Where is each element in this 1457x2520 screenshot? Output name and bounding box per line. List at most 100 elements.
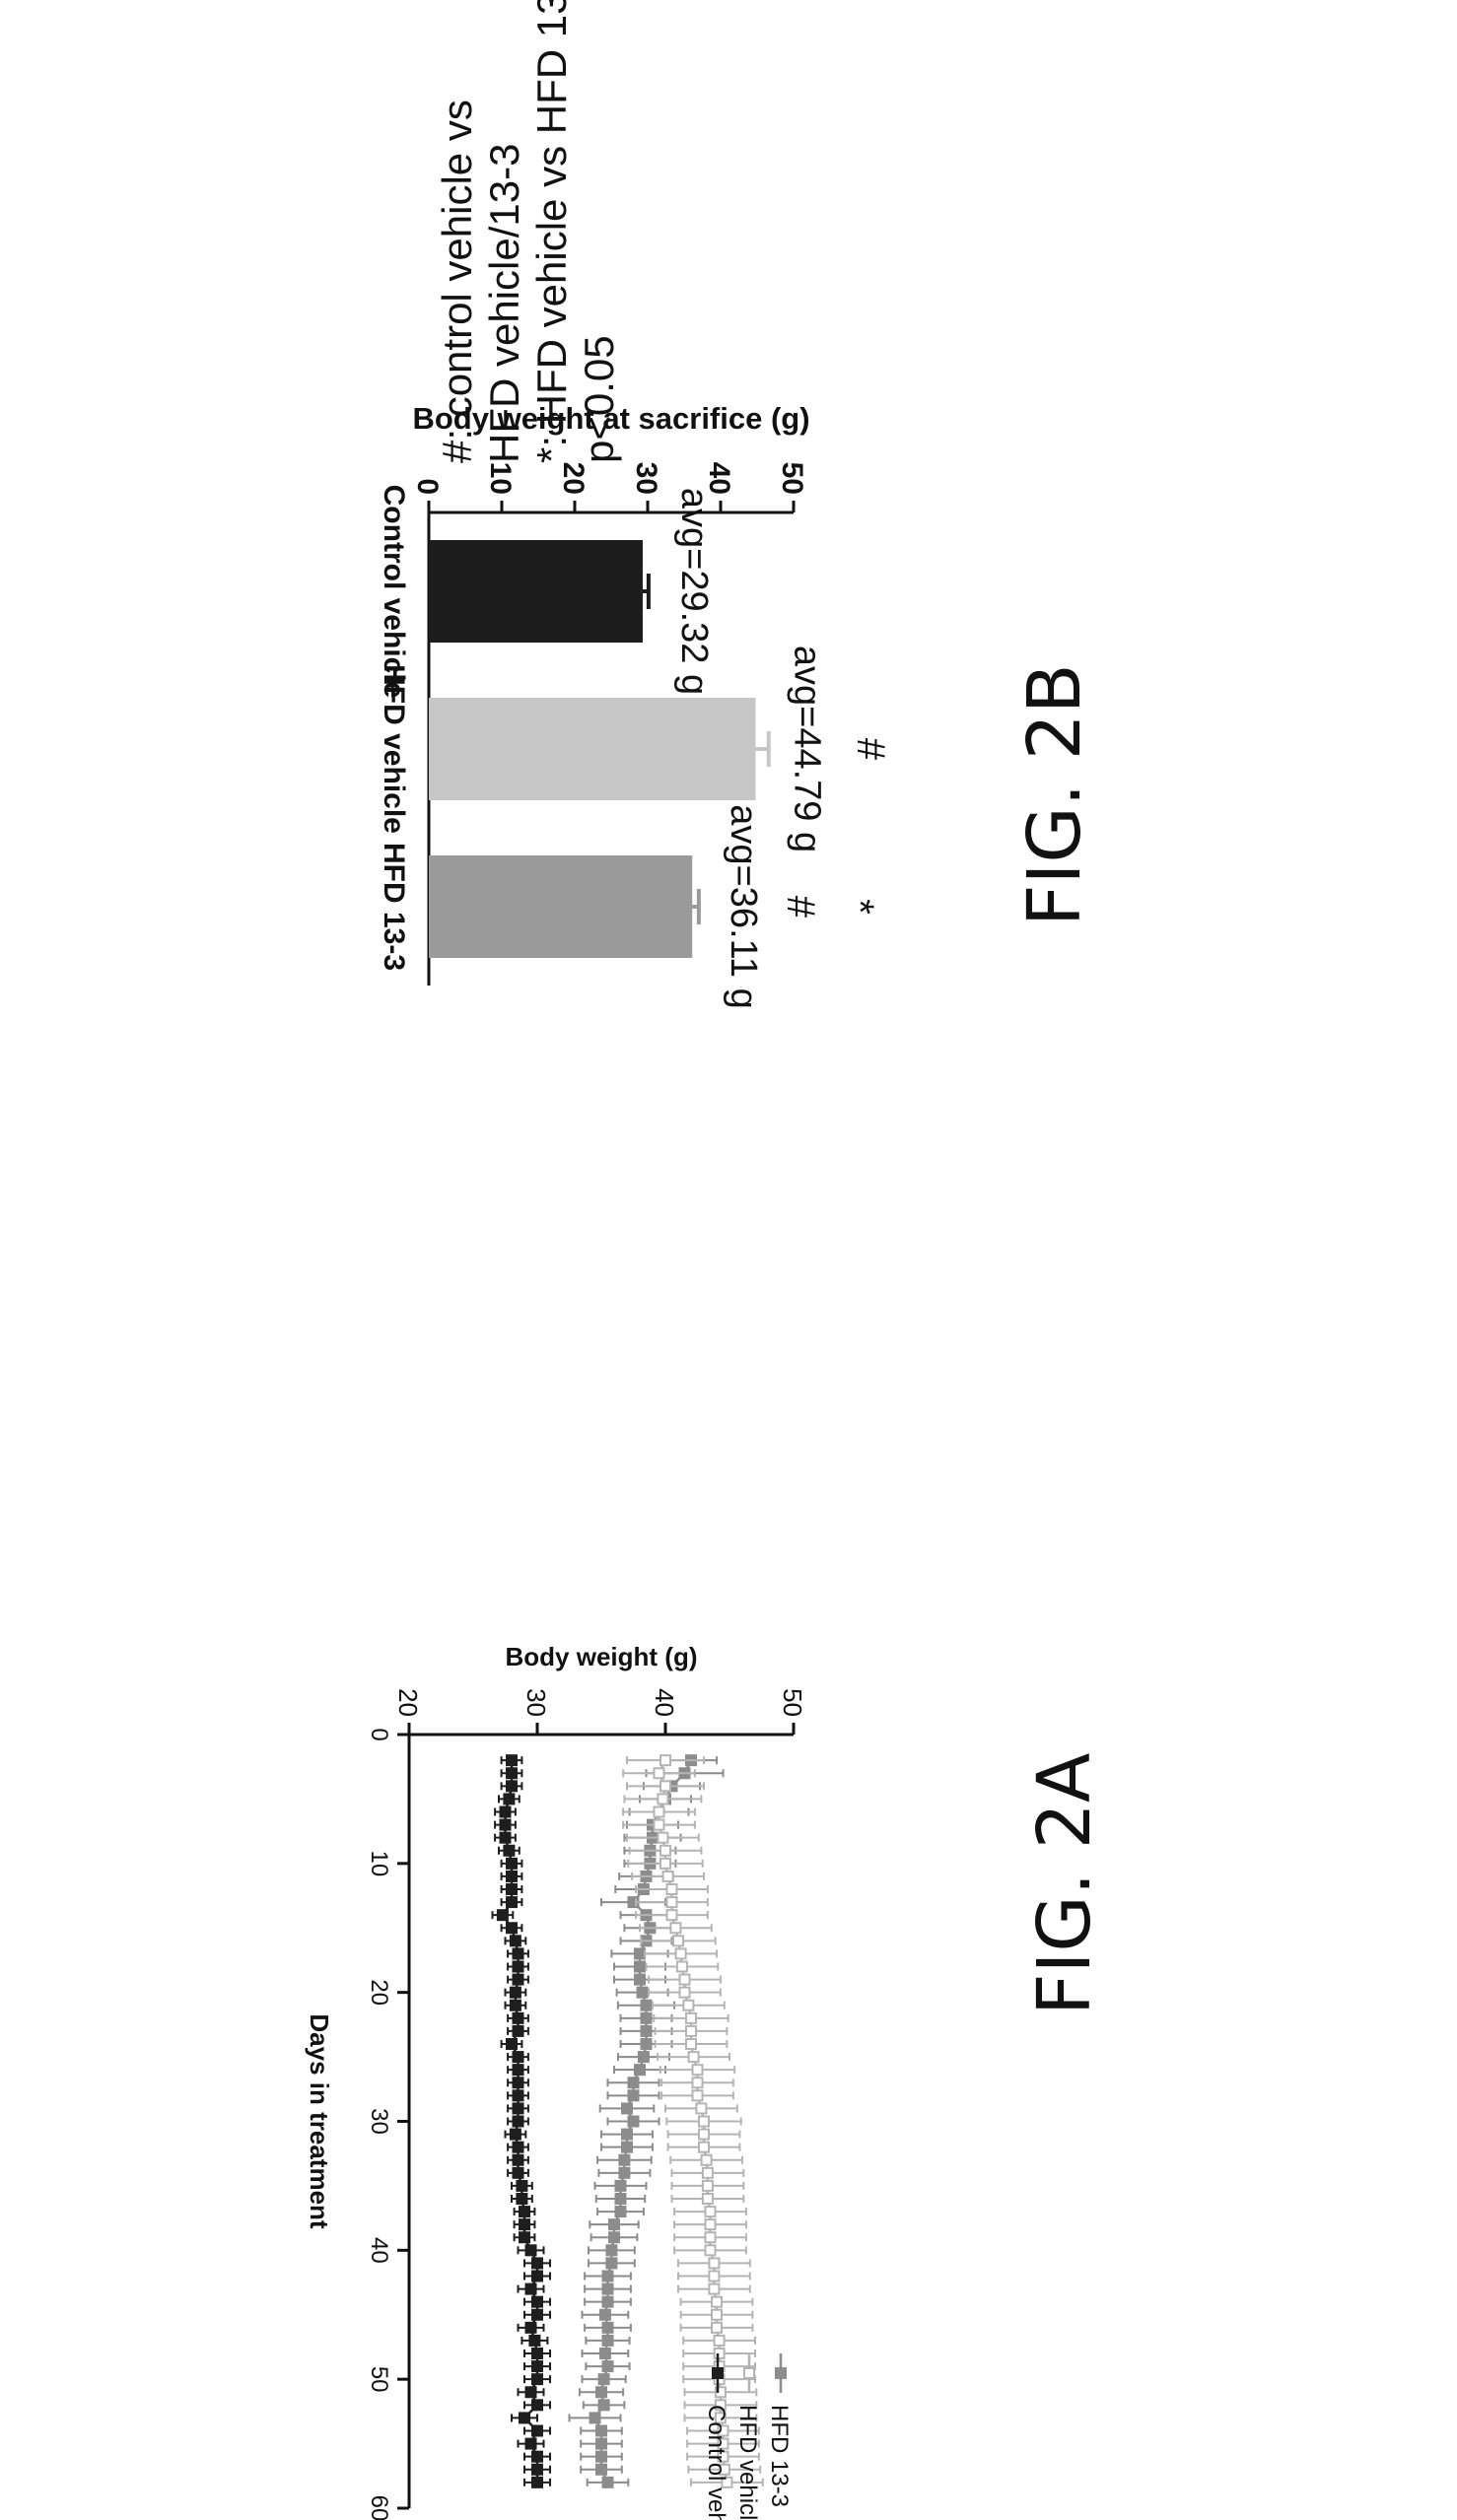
fig2a-data-point xyxy=(708,2270,721,2282)
fig2a-legend-label: Control vehicle xyxy=(703,2405,729,2520)
fig2a-data-point xyxy=(640,1999,653,2011)
fig2a-data-point xyxy=(595,2450,607,2463)
fig2b-y-tick-label: 30 xyxy=(630,462,662,495)
fig2a-data-point xyxy=(637,2051,650,2064)
fig2a-x-tick-label: 0 xyxy=(366,1728,392,1740)
fig2a-legend-marker xyxy=(712,2367,724,2379)
fig2a-data-point xyxy=(506,2038,518,2050)
fig2a-data-point xyxy=(512,2153,524,2166)
fig2a-data-point xyxy=(704,2244,717,2257)
fig2a-data-point xyxy=(614,2179,627,2192)
fig2a-data-point xyxy=(597,2373,610,2386)
fig2a-data-point xyxy=(531,2399,543,2412)
fig2a-data-point xyxy=(711,2295,723,2308)
fig2a-data-point xyxy=(512,2024,524,2037)
fig2a-data-point xyxy=(691,2089,704,2102)
fig2b-figure-label: FIG. 2B xyxy=(1012,663,1097,926)
fig2b-y-tick-label: 0 xyxy=(411,478,444,495)
fig2b-y-tick-label: 40 xyxy=(703,462,735,495)
fig2a-data-point xyxy=(499,1805,512,1818)
fig2a-data-point xyxy=(512,1947,524,1960)
fig2a-data-point xyxy=(717,2450,729,2463)
fig2a-data-point xyxy=(698,2115,710,2128)
fig2a-data-point xyxy=(672,1935,684,1947)
fig2a-data-point xyxy=(665,1883,678,1895)
fig2a-data-point xyxy=(701,2193,714,2205)
fig2a-x-tick-label: 50 xyxy=(366,2366,392,2393)
fig2a-data-point xyxy=(512,2077,524,2089)
fig2a-data-point xyxy=(519,2218,530,2231)
fig2a-data-point xyxy=(714,2399,727,2412)
fig2a-data-point xyxy=(636,1986,649,1999)
fig2b-axes: 0 10 20 30 40 50 Body weight at sacrifice (g) xyxy=(411,401,810,986)
fig2a-axes: 20 30 40 50 0 10 20 30 40 50 60 Body weight (g) Days… xyxy=(305,1642,807,2520)
fig2a-data-point xyxy=(618,2166,631,2179)
fig2a-data-point xyxy=(598,2348,611,2359)
fig2a-legend-label: HFD vehicle xyxy=(734,2405,761,2520)
fig2a-data-point xyxy=(499,1831,512,1844)
fig2a-data-point xyxy=(506,1870,518,1882)
fig2a-data-point xyxy=(512,2115,524,2128)
fig2a-data-point xyxy=(531,2373,543,2386)
fig2a-data-point xyxy=(627,2089,640,2102)
fig2b-y-axis-title: Body weight at sacrifice (g) xyxy=(412,401,809,436)
fig2a-data-point xyxy=(691,2064,704,2077)
fig2b-y-tick-label: 10 xyxy=(484,462,517,495)
fig2a-data-point xyxy=(698,2141,710,2153)
fig2a-legend-marker xyxy=(775,2367,787,2379)
fig2a-data-point xyxy=(531,2463,543,2476)
fig2a-data-point xyxy=(512,2051,524,2064)
fig2a-y-tick-label: 30 xyxy=(521,1688,551,1717)
fig2a-data-point xyxy=(524,2437,537,2450)
fig2a-data-point xyxy=(524,2282,537,2295)
fig2a-data-point xyxy=(512,2141,524,2153)
fig2a-data-point xyxy=(531,2476,543,2488)
fig2a-data-point xyxy=(621,2102,633,2115)
fig2a-data-point xyxy=(519,2412,530,2424)
fig2a-data-point xyxy=(531,2270,543,2282)
fig2a-data-point xyxy=(687,2051,700,2064)
fig2b-bar xyxy=(429,855,693,958)
fig2a-legend-marker xyxy=(743,2367,755,2379)
fig2a-data-point xyxy=(531,2450,543,2463)
fig2a-data-point xyxy=(499,1818,512,1831)
fig2a-data-point xyxy=(659,1754,671,1767)
fig2a-x-tick-label: 20 xyxy=(366,1979,392,2006)
fig2a-data-point xyxy=(601,2295,614,2308)
fig2a-data-point xyxy=(653,1805,665,1818)
fig2a-data-point xyxy=(674,1947,687,1960)
fig2a-x-axis-title: Days in treatment xyxy=(305,2013,334,2229)
fig2a-data-point xyxy=(524,2244,537,2257)
fig2a-data-point xyxy=(640,2011,653,2024)
fig2a-data-point xyxy=(678,1986,691,1999)
fig2a-data-point xyxy=(669,1922,682,1935)
fig2a-data-point xyxy=(653,1818,665,1831)
fig2a-data-point xyxy=(524,2321,537,2334)
fig2a-data-point xyxy=(595,2386,607,2399)
fig2a-data-point xyxy=(634,2064,646,2077)
fig2a-data-point xyxy=(605,2257,618,2270)
fig2a-data-point xyxy=(531,2295,543,2308)
fig2a-data-point xyxy=(506,1754,518,1767)
fig2a-data-point xyxy=(531,2308,543,2321)
fig2a-data-point xyxy=(717,2437,729,2450)
fig2a-data-point xyxy=(678,1973,691,1986)
fig2a-data-point xyxy=(506,1883,518,1895)
fig2a-data-point xyxy=(713,2334,726,2347)
fig2a-data-point xyxy=(519,2206,530,2218)
fig2a-x-tick-label: 40 xyxy=(366,2237,392,2264)
fig2a-data-point xyxy=(601,2334,614,2347)
fig2a-data-point xyxy=(618,2153,631,2166)
fig2a-data-point xyxy=(657,1793,669,1805)
fig2a-data-point xyxy=(711,2321,723,2334)
fig2a-data-point xyxy=(496,1909,509,1922)
fig2a-data-point xyxy=(516,2193,528,2205)
fig2a-data-point xyxy=(614,2193,627,2205)
fig2a-data-point xyxy=(701,2179,714,2192)
fig2a-data-point xyxy=(711,2308,723,2321)
fig2a-series xyxy=(491,1754,764,2488)
fig2a-data-point xyxy=(509,1986,521,1999)
fig2a-data-point xyxy=(601,2282,614,2295)
fig2a-data-point xyxy=(506,1896,518,1909)
